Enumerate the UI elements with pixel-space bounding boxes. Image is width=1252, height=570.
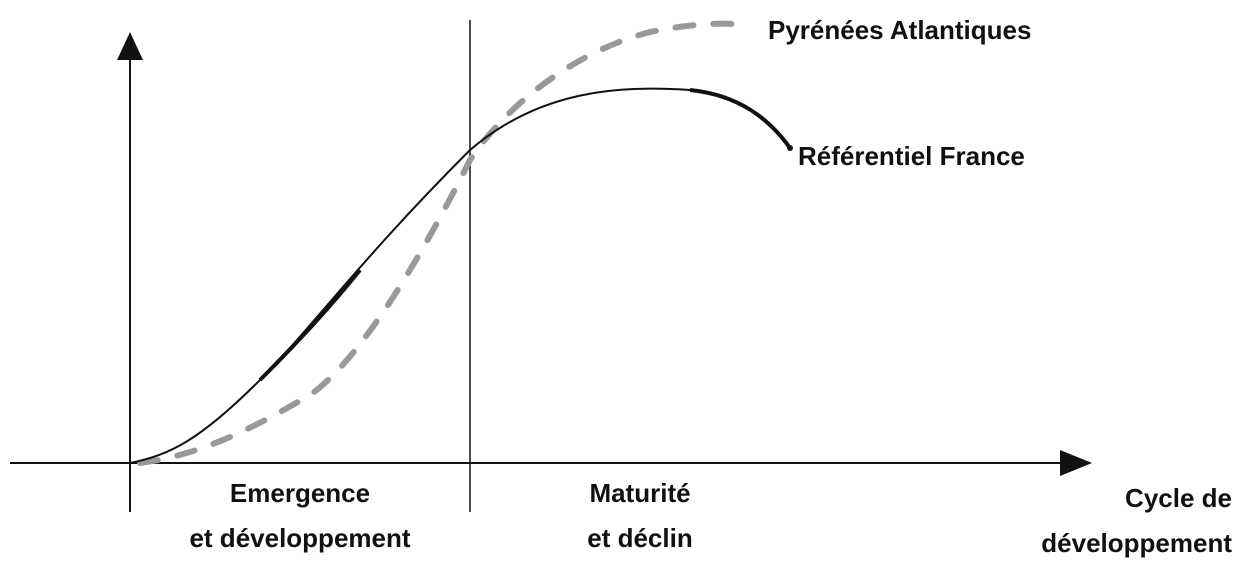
regional-curve (137, 20, 748, 466)
curve-end (787, 145, 793, 151)
x-axis-label: Cycle de (1125, 483, 1232, 513)
x-axis-arrow (1060, 450, 1092, 476)
x-axis-label: développement (1041, 528, 1232, 558)
reference-curve (129, 87, 791, 464)
phase-label: et développement (189, 523, 410, 553)
phase-label: Emergence (230, 478, 370, 508)
reference-curve-bold (258, 268, 362, 382)
series-label: Pyrénées Atlantiques (768, 15, 1031, 45)
phase-label: Maturité (589, 478, 690, 508)
reference-curve-bold (689, 88, 792, 150)
series-label: Référentiel France (798, 141, 1025, 171)
phase-label: et déclin (587, 523, 692, 553)
y-axis-arrow (117, 32, 143, 60)
